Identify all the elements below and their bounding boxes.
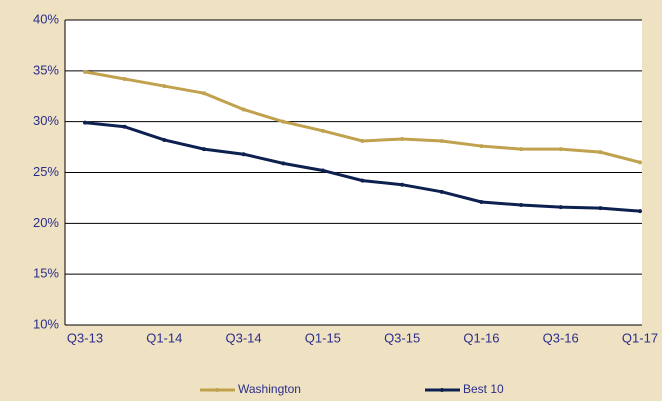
point [122,76,127,81]
point [360,178,365,183]
point [638,209,642,214]
y-tick-label: 30% [33,113,59,128]
point [162,137,167,142]
point [281,119,286,124]
x-tick-label: Q3-15 [384,330,420,345]
point [320,168,325,173]
point [281,161,286,166]
point [479,199,484,204]
point [201,91,206,96]
y-tick-label: 40% [33,11,59,26]
point [519,147,524,152]
y-tick-label: 20% [33,215,59,230]
legend-label: Best 10 [463,382,504,396]
point [400,136,405,141]
point [400,182,405,187]
point [122,124,127,129]
x-tick-label: Q1-14 [146,330,182,345]
x-tick-label: Q1-15 [305,330,341,345]
point [439,189,444,194]
point [598,206,603,211]
y-tick-label: 10% [33,316,59,331]
point [162,84,167,89]
y-tick-label: 15% [33,266,59,281]
point [83,120,87,125]
point [598,150,603,155]
point [558,205,563,210]
y-tick-label: 35% [33,62,59,77]
x-tick-label: Q1-17 [622,330,658,345]
point [83,69,87,74]
legend: Washington Best 10 [200,382,504,396]
x-tick-label: Q1-16 [463,330,499,345]
point [439,138,444,143]
point [479,144,484,149]
legend-label: Washington [238,382,301,396]
point [519,203,524,208]
legend-marker [440,388,444,392]
y-tick-label: 25% [33,164,59,179]
point [360,138,365,143]
point [241,107,246,112]
x-tick-label: Q3-13 [67,330,103,345]
point [201,147,206,152]
point [320,128,325,133]
x-tick-label: Q3-16 [543,330,579,345]
point [558,147,563,152]
x-tick-label: Q3-14 [226,330,262,345]
point [638,160,642,165]
legend-marker [215,388,219,392]
point [241,152,246,157]
